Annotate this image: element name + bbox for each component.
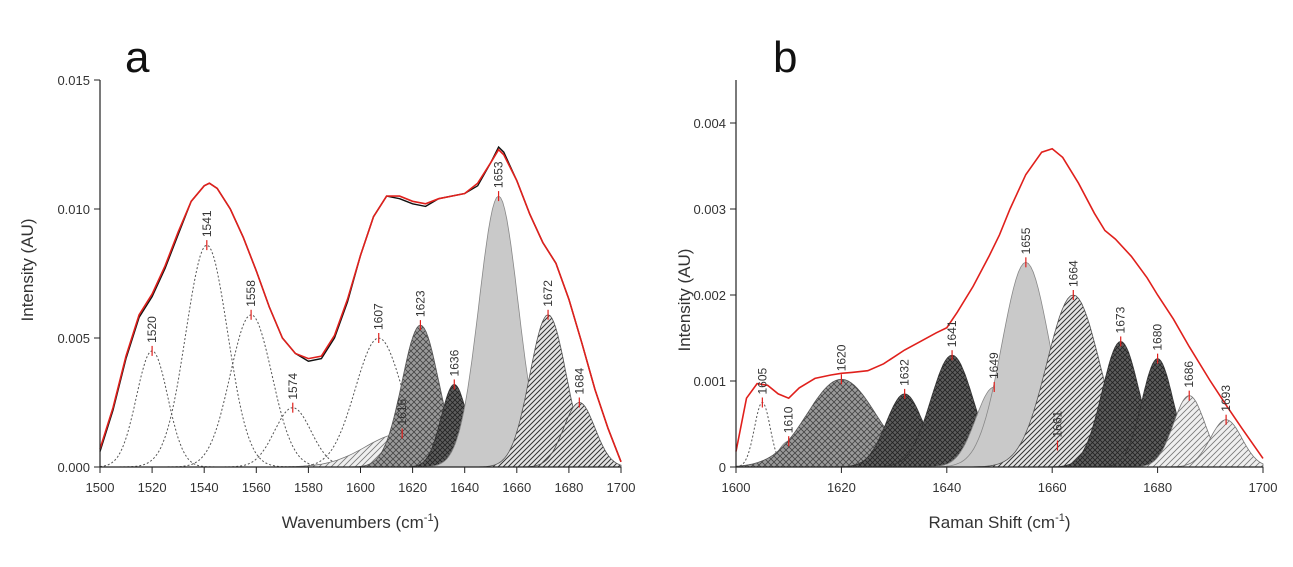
y-tick-label: 0.000 [57, 460, 90, 475]
peak-label-1673: 1673 [1114, 306, 1128, 333]
y-axis-title: Intensity (AU) [675, 249, 694, 352]
panel-letter: b [773, 33, 797, 82]
peak-label-1620: 1620 [834, 344, 848, 371]
x-tick-label: 1640 [450, 480, 479, 495]
y-tick-label: 0.002 [693, 288, 726, 303]
x-tick-label: 1620 [398, 480, 427, 495]
y-tick-label: 0.005 [57, 331, 90, 346]
peak-label-1574: 1574 [286, 373, 300, 400]
peak-label-1661: 1661 [1050, 410, 1064, 437]
chart-panel-a: a 1520 1541 1558 1574 1607 1616 1623 1636 1653 167… [18, 33, 635, 532]
peak-labels: 1605 1610 1620 1632 1641 1649 1655 1661 1664 1673… [755, 227, 1233, 451]
axes: 1500 1520 1540 1560 1580 1600 1620 1640 1660 1680… [57, 73, 635, 495]
peak-1541 [119, 244, 295, 468]
peak-label-1616: 1616 [395, 398, 409, 425]
peak-label-1664: 1664 [1066, 260, 1080, 287]
x-tick-label: 1500 [86, 480, 115, 495]
series-fit [735, 147, 1264, 459]
peak-components [99, 195, 622, 468]
peak-label-1632: 1632 [898, 359, 912, 386]
chart-panel-b: b 1605 1610 1620 1632 1641 1649 1655 1661 1664 167… [675, 33, 1277, 532]
x-tick-label: 1520 [138, 480, 167, 495]
peak-label-1649: 1649 [987, 352, 1001, 379]
x-tick-label: 1660 [1038, 480, 1067, 495]
peak-label-1684: 1684 [572, 367, 586, 394]
peak-label-1520: 1520 [145, 316, 159, 343]
y-tick-label: 0.003 [693, 202, 726, 217]
peak-label-1641: 1641 [945, 320, 959, 347]
x-tick-label: 1680 [554, 480, 583, 495]
peak-label-1672: 1672 [541, 280, 555, 307]
peak-label-1558: 1558 [244, 280, 258, 307]
y-tick-label: 0.015 [57, 73, 90, 88]
series-fit [99, 148, 622, 463]
peak-labels: 1520 1541 1558 1574 1607 1616 1623 1636 1653 1672… [145, 161, 586, 439]
x-axis-title: Raman Shift (cm-1) [928, 512, 1070, 532]
x-axis-title: Wavenumbers (cm-1) [282, 512, 439, 532]
peak-label-1686: 1686 [1182, 361, 1196, 388]
x-tick-label: 1680 [1143, 480, 1172, 495]
peak-label-1655: 1655 [1019, 227, 1033, 254]
peak-label-1610: 1610 [782, 406, 796, 433]
peak-label-1693: 1693 [1219, 385, 1233, 412]
x-tick-label: 1540 [190, 480, 219, 495]
peak-label-1607: 1607 [372, 303, 386, 330]
x-tick-label: 1640 [932, 480, 961, 495]
peak-label-1680: 1680 [1151, 324, 1165, 351]
peak-components [735, 261, 1264, 468]
x-tick-label: 1700 [1249, 480, 1278, 495]
peak-1574 [216, 407, 370, 468]
peak-1605 [735, 401, 796, 468]
x-tick-label: 1660 [502, 480, 531, 495]
panel-letter: a [125, 33, 150, 82]
axes: 1600 1620 1640 1660 1680 1700 0 0.001 0.002 0.003… [693, 80, 1277, 495]
peak-label-1636: 1636 [447, 349, 461, 376]
x-tick-label: 1560 [242, 480, 271, 495]
peak-label-1623: 1623 [413, 290, 427, 317]
peak-1520 [99, 350, 218, 468]
y-tick-label: 0 [719, 460, 726, 475]
y-tick-label: 0.004 [693, 116, 726, 131]
x-tick-label: 1700 [607, 480, 636, 495]
y-tick-label: 0.010 [57, 202, 90, 217]
peak-label-1653: 1653 [492, 161, 506, 188]
x-tick-label: 1620 [827, 480, 856, 495]
y-axis-title: Intensity (AU) [18, 219, 37, 322]
y-tick-label: 0.001 [693, 374, 726, 389]
peak-label-1541: 1541 [200, 210, 214, 237]
peak-label-1605: 1605 [755, 367, 769, 394]
x-tick-label: 1580 [294, 480, 323, 495]
x-tick-label: 1600 [722, 480, 751, 495]
peak-1684 [513, 402, 622, 468]
x-tick-label: 1600 [346, 480, 375, 495]
